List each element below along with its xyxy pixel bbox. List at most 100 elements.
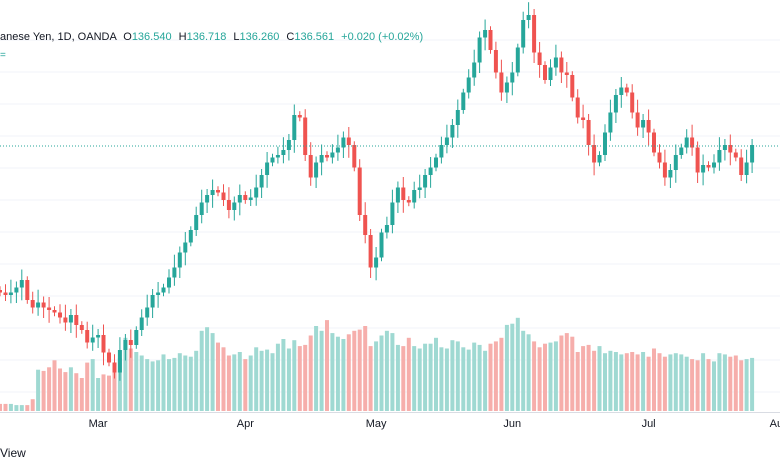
volume-bar bbox=[510, 323, 515, 411]
candle-body bbox=[188, 230, 193, 243]
price-chart[interactable]: anese Yen, 1D, OANDA O136.540 H136.718 L… bbox=[0, 0, 780, 413]
volume-bar bbox=[553, 341, 558, 411]
volume-bar bbox=[712, 361, 716, 411]
volume-bar bbox=[107, 375, 111, 411]
volume-bar bbox=[112, 370, 117, 411]
volume-bar bbox=[701, 353, 706, 411]
candle-body bbox=[243, 195, 248, 200]
chart-canvas[interactable] bbox=[0, 0, 780, 412]
volume-bar bbox=[603, 353, 607, 411]
volume-bar bbox=[210, 333, 215, 411]
volume-bar bbox=[461, 347, 466, 411]
volume-bar bbox=[96, 378, 101, 411]
candle-body bbox=[90, 337, 95, 343]
volume-bar bbox=[346, 334, 351, 411]
volume-bar bbox=[662, 356, 667, 411]
candle-body bbox=[79, 325, 84, 330]
volume-bar bbox=[156, 360, 161, 411]
candle-body bbox=[417, 187, 422, 190]
candle-body bbox=[205, 195, 210, 203]
candle-body bbox=[564, 72, 569, 75]
volume-bar bbox=[259, 350, 264, 411]
candle-body bbox=[254, 187, 259, 198]
candle-body bbox=[439, 145, 444, 158]
volume-bar bbox=[226, 355, 231, 411]
volume-bar bbox=[85, 362, 90, 411]
volume-bar bbox=[374, 341, 379, 411]
volume-bar bbox=[248, 355, 253, 411]
candle-body bbox=[352, 145, 357, 168]
volume-bar bbox=[532, 341, 537, 411]
volume-bar bbox=[444, 348, 449, 411]
candle-body bbox=[379, 232, 384, 258]
volume-bar bbox=[117, 357, 122, 411]
volume-bar bbox=[428, 343, 433, 411]
volume-bar bbox=[275, 343, 280, 411]
candle-body bbox=[363, 215, 368, 235]
volume-bar bbox=[657, 353, 662, 411]
candle-body bbox=[183, 242, 188, 253]
candle-body bbox=[477, 37, 482, 63]
candle-body bbox=[673, 155, 678, 170]
volume-bar bbox=[450, 340, 455, 411]
candle-body bbox=[374, 257, 379, 268]
candle-body bbox=[701, 165, 706, 173]
volume-bar bbox=[521, 330, 526, 411]
candle-body bbox=[521, 20, 526, 48]
candle-body bbox=[466, 77, 471, 93]
volume-bar bbox=[194, 350, 199, 411]
candle-body bbox=[662, 162, 667, 178]
brand-text[interactable]: View bbox=[0, 446, 26, 460]
volume-bar bbox=[515, 317, 520, 411]
candle-body bbox=[603, 132, 607, 155]
indicator-marker[interactable]: = bbox=[0, 50, 6, 61]
candle-body bbox=[695, 147, 700, 173]
candle-body bbox=[265, 162, 270, 175]
candle-body bbox=[706, 165, 711, 168]
volume-bar bbox=[314, 326, 319, 411]
candle-body bbox=[586, 120, 591, 145]
volume-bar bbox=[281, 339, 286, 411]
candle-body bbox=[117, 350, 122, 373]
candle-body bbox=[335, 147, 340, 153]
candle-body bbox=[739, 157, 744, 175]
candle-body bbox=[107, 352, 111, 363]
candle-body bbox=[8, 292, 13, 295]
candle-body bbox=[483, 30, 488, 38]
volume-bar bbox=[695, 360, 700, 411]
candle-body bbox=[68, 315, 73, 323]
volume-bar bbox=[390, 333, 395, 411]
candle-body bbox=[395, 187, 400, 203]
time-axis[interactable]: Mar Apr May Jun Jul Aug bbox=[0, 412, 780, 436]
candle-body bbox=[25, 280, 30, 300]
candle-body bbox=[52, 310, 57, 313]
volume-bar bbox=[728, 356, 733, 411]
volume-bar bbox=[265, 349, 270, 411]
volume-bar bbox=[199, 330, 204, 411]
x-tick-label: Apr bbox=[236, 418, 254, 430]
candle-body bbox=[515, 47, 520, 73]
volume-bar bbox=[101, 374, 106, 411]
volume-bar bbox=[673, 353, 678, 411]
volume-bar bbox=[368, 346, 373, 411]
candle-body bbox=[96, 335, 101, 338]
candle-body bbox=[281, 150, 286, 155]
candle-body bbox=[275, 155, 280, 158]
candle-body bbox=[30, 300, 35, 308]
volume-bar bbox=[526, 334, 531, 411]
candle-body bbox=[357, 167, 362, 215]
volume-bar bbox=[706, 359, 711, 411]
x-tick-label: Aug bbox=[769, 418, 780, 430]
candle-body bbox=[14, 287, 19, 293]
candle-body bbox=[428, 167, 433, 175]
candle-body bbox=[58, 312, 62, 318]
candle-body bbox=[41, 302, 46, 308]
volume-bar bbox=[744, 359, 749, 411]
volume-bar bbox=[483, 350, 488, 411]
volume-bar bbox=[722, 354, 727, 411]
candle-body bbox=[308, 155, 313, 178]
volume-bar bbox=[690, 359, 695, 411]
candle-body bbox=[575, 97, 580, 118]
volume-bar bbox=[161, 354, 166, 411]
candle-body bbox=[194, 215, 199, 230]
